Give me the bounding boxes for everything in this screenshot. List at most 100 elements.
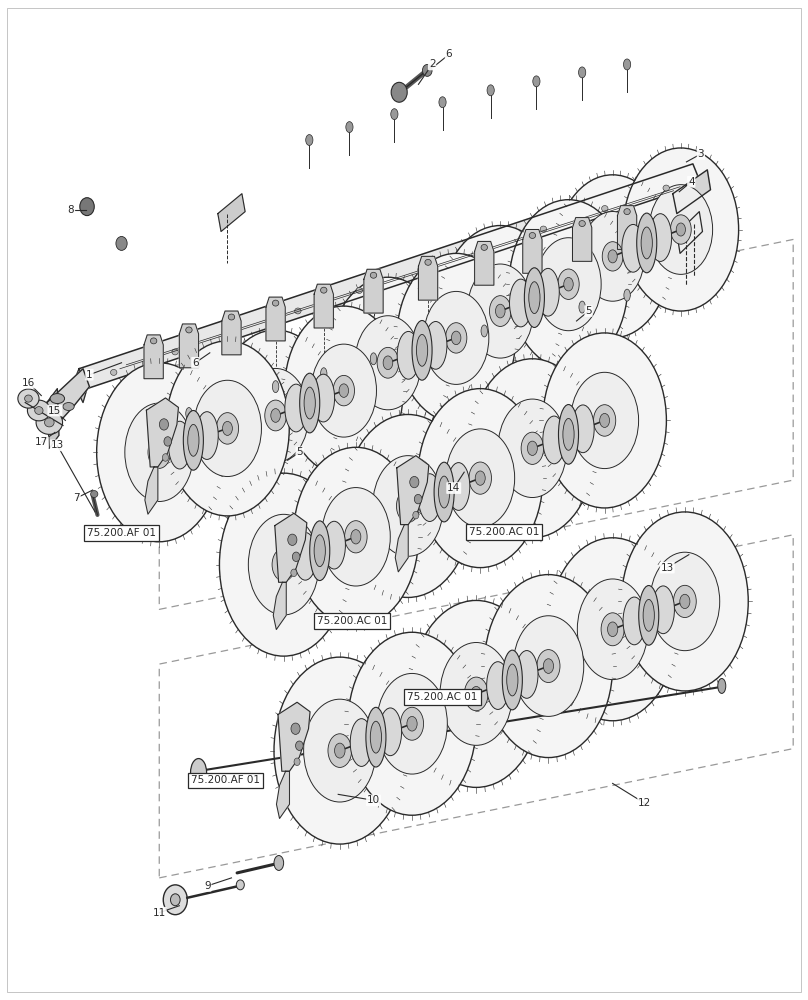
Ellipse shape bbox=[321, 287, 327, 293]
Ellipse shape bbox=[718, 679, 726, 693]
Ellipse shape bbox=[321, 368, 327, 380]
Ellipse shape bbox=[602, 206, 608, 212]
Ellipse shape bbox=[601, 613, 625, 646]
Text: 4: 4 bbox=[688, 177, 695, 187]
Ellipse shape bbox=[216, 330, 336, 501]
Polygon shape bbox=[573, 218, 591, 261]
Text: 13: 13 bbox=[661, 563, 674, 573]
Ellipse shape bbox=[229, 314, 234, 320]
Ellipse shape bbox=[541, 226, 547, 232]
Polygon shape bbox=[474, 241, 494, 285]
Polygon shape bbox=[276, 771, 289, 818]
Ellipse shape bbox=[560, 407, 578, 462]
Ellipse shape bbox=[220, 473, 347, 656]
Text: 6: 6 bbox=[446, 49, 452, 59]
Ellipse shape bbox=[537, 650, 560, 683]
Ellipse shape bbox=[600, 413, 609, 427]
Ellipse shape bbox=[643, 599, 654, 631]
Ellipse shape bbox=[486, 662, 509, 709]
Ellipse shape bbox=[272, 381, 279, 393]
Ellipse shape bbox=[193, 380, 262, 477]
Polygon shape bbox=[419, 256, 438, 300]
Ellipse shape bbox=[513, 616, 583, 716]
Polygon shape bbox=[273, 582, 286, 630]
Ellipse shape bbox=[608, 250, 617, 263]
Text: 5: 5 bbox=[585, 306, 592, 316]
Ellipse shape bbox=[370, 721, 381, 753]
Ellipse shape bbox=[572, 405, 594, 453]
Polygon shape bbox=[144, 335, 163, 379]
Ellipse shape bbox=[377, 673, 448, 774]
Ellipse shape bbox=[563, 418, 574, 450]
Ellipse shape bbox=[452, 331, 461, 345]
Ellipse shape bbox=[229, 395, 234, 407]
Ellipse shape bbox=[446, 429, 515, 527]
Ellipse shape bbox=[36, 411, 62, 434]
Ellipse shape bbox=[623, 148, 739, 311]
Ellipse shape bbox=[579, 301, 585, 313]
Text: 6: 6 bbox=[192, 358, 199, 368]
Ellipse shape bbox=[543, 416, 566, 464]
Ellipse shape bbox=[649, 185, 713, 274]
Ellipse shape bbox=[465, 677, 488, 711]
Ellipse shape bbox=[339, 384, 348, 397]
Circle shape bbox=[288, 534, 297, 545]
Text: 7: 7 bbox=[74, 493, 80, 503]
Ellipse shape bbox=[558, 405, 579, 464]
Text: 2: 2 bbox=[429, 59, 436, 69]
Ellipse shape bbox=[652, 586, 675, 634]
Ellipse shape bbox=[440, 226, 561, 397]
Ellipse shape bbox=[524, 268, 545, 327]
Ellipse shape bbox=[509, 200, 628, 369]
Ellipse shape bbox=[271, 409, 280, 422]
Ellipse shape bbox=[272, 300, 279, 306]
Text: 15: 15 bbox=[48, 406, 61, 416]
Circle shape bbox=[116, 236, 127, 250]
Ellipse shape bbox=[293, 447, 419, 626]
Ellipse shape bbox=[234, 328, 240, 334]
Ellipse shape bbox=[172, 349, 179, 355]
Ellipse shape bbox=[304, 699, 376, 802]
Ellipse shape bbox=[50, 394, 65, 404]
Ellipse shape bbox=[638, 586, 659, 645]
Ellipse shape bbox=[294, 532, 317, 580]
Ellipse shape bbox=[323, 521, 346, 569]
Text: 17: 17 bbox=[35, 437, 48, 447]
Ellipse shape bbox=[594, 405, 616, 436]
Ellipse shape bbox=[487, 85, 494, 96]
Ellipse shape bbox=[18, 389, 39, 408]
Text: 75.200.AC 01: 75.200.AC 01 bbox=[407, 692, 478, 702]
Ellipse shape bbox=[624, 59, 631, 70]
Ellipse shape bbox=[333, 375, 355, 406]
Text: 12: 12 bbox=[638, 798, 651, 808]
Ellipse shape bbox=[423, 291, 489, 384]
Ellipse shape bbox=[44, 418, 54, 427]
Ellipse shape bbox=[148, 436, 170, 468]
Ellipse shape bbox=[413, 323, 431, 378]
Polygon shape bbox=[275, 513, 307, 582]
Ellipse shape bbox=[383, 356, 393, 370]
Polygon shape bbox=[74, 369, 87, 403]
Ellipse shape bbox=[322, 488, 390, 586]
Ellipse shape bbox=[154, 445, 164, 459]
Ellipse shape bbox=[163, 885, 187, 915]
Circle shape bbox=[410, 476, 419, 488]
Ellipse shape bbox=[602, 242, 623, 271]
Circle shape bbox=[294, 758, 300, 766]
Ellipse shape bbox=[248, 514, 319, 615]
Ellipse shape bbox=[475, 471, 486, 485]
Ellipse shape bbox=[536, 238, 601, 331]
Ellipse shape bbox=[671, 215, 691, 244]
Text: 75.200.AF 01: 75.200.AF 01 bbox=[87, 528, 156, 538]
Ellipse shape bbox=[638, 216, 655, 270]
Ellipse shape bbox=[663, 185, 669, 191]
Ellipse shape bbox=[27, 400, 50, 421]
Ellipse shape bbox=[412, 321, 432, 380]
Polygon shape bbox=[218, 194, 245, 232]
Ellipse shape bbox=[391, 109, 398, 120]
Polygon shape bbox=[617, 206, 637, 249]
Ellipse shape bbox=[217, 413, 238, 444]
Ellipse shape bbox=[346, 122, 353, 133]
Ellipse shape bbox=[186, 327, 192, 333]
Ellipse shape bbox=[469, 359, 595, 538]
